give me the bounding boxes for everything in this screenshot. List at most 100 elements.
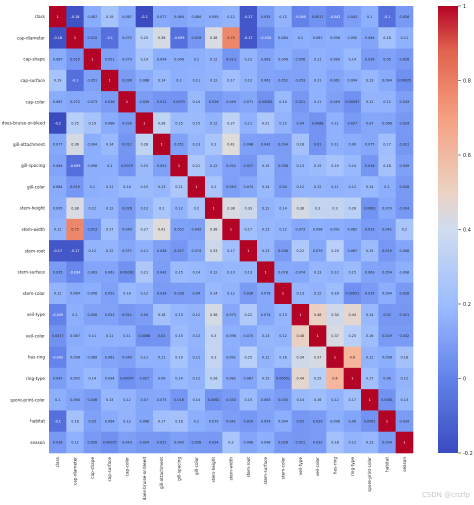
cell-value-4-1: 0.072 <box>70 100 80 104</box>
heatmap-cell-6-9 <box>205 133 223 156</box>
heatmap-cell-8-14 <box>291 176 310 198</box>
cell-value-5-8: 0.15 <box>193 121 201 125</box>
cell-value-3-15: 0.11 <box>314 79 322 83</box>
cell-value-9-7: 0.12 <box>175 206 183 210</box>
cell-value-20-10: 0.2 <box>228 441 233 445</box>
cell-value-0-0: 1 <box>57 15 59 19</box>
cell-value-12-14: 0.074 <box>295 270 305 274</box>
cell-value-16-10: 0.091 <box>226 355 236 359</box>
heatmap-cell-9-17 <box>343 197 362 220</box>
cell-value-1-9: 0.38 <box>210 36 218 40</box>
cell-value-10-5: 0.27 <box>141 228 149 232</box>
cell-value-10-7: 0.052 <box>174 228 184 232</box>
cell-value-5-3: 0.088 <box>105 121 115 125</box>
cell-value-9-15: 0.3 <box>315 206 320 210</box>
cell-value-9-0: 0.095 <box>53 206 63 210</box>
cell-value-9-10: 0.38 <box>227 206 235 210</box>
heatmap-cell-11-6 <box>153 240 171 262</box>
cell-value-0-11: -0.17 <box>244 15 253 19</box>
heatmap-cell-3-17 <box>343 69 362 92</box>
heatmap-cell-4-16 <box>326 91 344 113</box>
cell-value-20-18: 0.13 <box>366 441 374 445</box>
heatmap-cell-2-5 <box>135 48 154 71</box>
heatmap-cell-11-19 <box>378 240 396 262</box>
heatmap-cell-17-13 <box>274 367 292 390</box>
cell-value-13-11: 0.036 <box>243 292 253 296</box>
cell-value-16-13: 0.16 <box>279 355 287 359</box>
heatmap-cell-5-16 <box>326 112 344 135</box>
heatmap-cell-13-14 <box>291 282 310 305</box>
cell-value-4-8: 0.14 <box>193 100 201 104</box>
cell-value-1-0: -0.18 <box>53 36 62 40</box>
cell-value-15-4: 0.11 <box>123 334 131 338</box>
heatmap-cells <box>49 6 414 454</box>
cell-value-9-9: 1 <box>213 206 215 210</box>
cell-value-20-19: 0.034 <box>382 441 392 445</box>
heatmap-cell-9-16 <box>326 197 344 220</box>
heatmap-cell-8-6 <box>153 176 171 198</box>
heatmap-cell-11-16 <box>326 240 344 262</box>
cell-value-2-10: 0.013 <box>226 57 236 61</box>
cell-value-7-18: 0.016 <box>365 164 375 168</box>
cell-value-7-1: -0.099 <box>70 164 81 168</box>
heatmap-cell-15-20 <box>395 325 414 347</box>
heatmap-cell-13-4 <box>118 282 136 305</box>
heatmap-cell-20-4 <box>118 431 136 454</box>
cell-value-20-20: 1 <box>403 441 405 445</box>
heatmap-cell-14-19 <box>378 304 396 326</box>
cell-value-17-15: 0.25 <box>314 377 322 381</box>
heatmap-cell-10-10 <box>222 218 240 241</box>
heatmap-cell-20-11 <box>239 431 258 454</box>
heatmap-cell-3-6 <box>153 69 171 92</box>
cell-value-12-3: 0.061 <box>105 270 115 274</box>
heatmap-cell-3-8 <box>187 69 206 92</box>
heatmap-cell-6-11 <box>239 133 258 156</box>
heatmap-cell-18-15 <box>309 389 327 411</box>
cell-value-14-13: 0.13 <box>279 313 287 317</box>
heatmap-cell-1-17 <box>343 27 362 49</box>
y-tick-label-stem-color: stem-color <box>23 291 46 296</box>
cell-value-17-5: 0.027 <box>139 377 149 381</box>
cell-value-11-14: 0.22 <box>297 249 305 253</box>
x-tick-label-veil-type: veil-type <box>298 457 303 476</box>
cell-value-7-15: 0.15 <box>314 164 322 168</box>
heatmap-cell-2-0 <box>49 48 67 71</box>
heatmap-cell-13-3 <box>101 282 119 305</box>
cell-value-17-8: 0.12 <box>193 377 201 381</box>
y-tick-label-veil-type: veil-type <box>27 312 46 317</box>
heatmap-cell-11-8 <box>187 240 206 262</box>
heatmap-cell-12-9 <box>205 261 223 284</box>
heatmap-cell-2-17 <box>343 48 362 71</box>
cell-value-13-15: 0.12 <box>314 292 322 296</box>
cell-value-19-6: 0.17 <box>158 419 166 423</box>
heatmap-cell-4-3 <box>101 91 119 113</box>
cell-value-15-20: 0.032 <box>399 334 409 338</box>
heatmap-cell-1-0 <box>49 27 67 49</box>
heatmap-cell-10-11 <box>239 218 258 241</box>
heatmap-cell-6-0 <box>49 133 67 156</box>
x-tick-label-gill-attachment: gill-attachment <box>159 457 164 489</box>
cell-value-0-8: 0.084 <box>191 15 201 19</box>
cell-value-16-20: 0.18 <box>401 355 409 359</box>
heatmap-cell-3-15 <box>309 69 327 92</box>
heatmap-cell-20-3 <box>101 431 119 454</box>
colorbar-tick-label-0.6: 0.6 <box>463 153 471 159</box>
cell-value-3-17: 0.094 <box>347 79 357 83</box>
cell-value-12-0: 0.035 <box>53 270 63 274</box>
cell-value-3-12: 0.061 <box>261 79 271 83</box>
heatmap-cell-20-13 <box>274 431 292 454</box>
cell-value-1-16: 0.098 <box>330 36 340 40</box>
heatmap-cell-12-12 <box>257 261 275 284</box>
cell-value-0-17: 0.042 <box>347 15 357 19</box>
cell-value-17-10: 0.082 <box>226 377 236 381</box>
cell-value-13-16: 0.16 <box>331 292 339 296</box>
heatmap-cell-8-11 <box>239 176 258 198</box>
cell-value-20-9: 0.024 <box>209 441 219 445</box>
heatmap-cell-2-3 <box>101 48 119 71</box>
heatmap-cell-2-20 <box>395 48 414 71</box>
cell-value-8-20: 0.028 <box>399 185 409 189</box>
cell-value-13-1: 0.084 <box>70 292 80 296</box>
cell-value-15-8: 0.12 <box>193 334 201 338</box>
cell-value-11-0: -0.17 <box>53 249 62 253</box>
cell-value-16-1: 0.098 <box>70 355 80 359</box>
